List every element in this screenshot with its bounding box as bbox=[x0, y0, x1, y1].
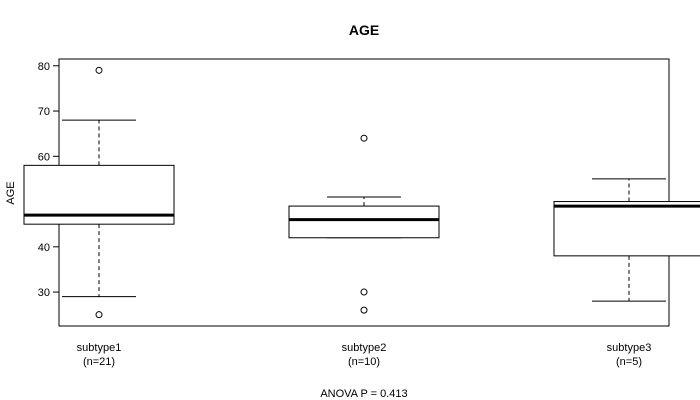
y-tick-label: 60 bbox=[38, 151, 50, 163]
outlier-point bbox=[360, 288, 368, 296]
category-label: subtype2 bbox=[342, 342, 387, 354]
box-subtype3 bbox=[553, 178, 700, 302]
box-subtype1 bbox=[23, 66, 175, 319]
category-label: subtype3 bbox=[607, 342, 652, 354]
category-label: subtype1 bbox=[77, 342, 122, 354]
category-count-label: (n=10) bbox=[348, 356, 380, 368]
y-tick-label: 80 bbox=[38, 61, 50, 73]
outlier-point bbox=[360, 306, 368, 314]
box-subtype2 bbox=[288, 134, 440, 314]
y-axis-label: AGE bbox=[5, 181, 17, 204]
boxes-group bbox=[23, 66, 700, 319]
outlier-point bbox=[360, 134, 368, 142]
y-tick-label: 70 bbox=[38, 106, 50, 118]
category-labels: subtype1 (n=21) subtype2 (n=10) subtype3 (n=5… bbox=[77, 342, 652, 368]
outlier-point bbox=[95, 66, 103, 74]
category-count-label: (n=21) bbox=[83, 356, 115, 368]
outlier-point bbox=[95, 311, 103, 319]
chart-title: AGE bbox=[349, 22, 379, 38]
iqr-box bbox=[288, 205, 440, 239]
category-count-label: (n=5) bbox=[616, 356, 642, 368]
y-tick-label: 40 bbox=[38, 242, 50, 254]
iqr-box bbox=[553, 201, 700, 257]
anova-annotation: ANOVA P = 0.413 bbox=[320, 388, 407, 400]
y-tick-label: 30 bbox=[38, 287, 50, 299]
